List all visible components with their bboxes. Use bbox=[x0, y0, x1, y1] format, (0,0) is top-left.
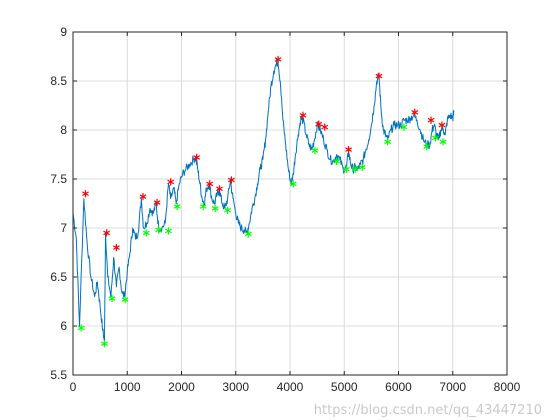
peak-markers bbox=[82, 55, 446, 252]
y-tick-label: 8 bbox=[60, 123, 67, 137]
peak-marker bbox=[82, 190, 89, 198]
trough-marker bbox=[108, 294, 116, 303]
trough-markers bbox=[77, 123, 447, 348]
x-tick-label: 1000 bbox=[114, 380, 141, 394]
trough-marker bbox=[77, 324, 85, 332]
peak-marker bbox=[153, 198, 161, 207]
peak-marker bbox=[345, 146, 353, 154]
series-line bbox=[72, 58, 455, 342]
trough-marker bbox=[199, 202, 207, 211]
trough-marker bbox=[431, 134, 439, 142]
trough-marker bbox=[289, 180, 297, 188]
trough-marker bbox=[121, 295, 129, 304]
y-tick-label: 7 bbox=[60, 221, 67, 235]
trough-marker bbox=[311, 146, 319, 155]
trough-marker bbox=[173, 202, 181, 211]
trough-marker bbox=[155, 226, 163, 234]
peak-marker bbox=[206, 180, 214, 188]
trough-marker bbox=[101, 340, 108, 348]
x-tick-label: 8000 bbox=[494, 380, 521, 394]
trough-marker bbox=[400, 123, 408, 131]
series-line-group bbox=[72, 58, 455, 342]
trough-marker bbox=[384, 138, 392, 146]
y-tick-label: 6.5 bbox=[50, 270, 67, 284]
trough-marker bbox=[351, 165, 359, 173]
peak-marker bbox=[274, 55, 282, 64]
peak-marker bbox=[299, 111, 307, 119]
peak-marker bbox=[375, 72, 383, 80]
y-tick-label: 9 bbox=[60, 25, 67, 39]
x-tick-label: 4000 bbox=[277, 380, 304, 394]
peak-marker bbox=[167, 178, 175, 186]
watermark-text: https://blog.csdn.net/qq_43447210 bbox=[313, 403, 542, 418]
x-tick-label: 5000 bbox=[331, 380, 358, 394]
peak-marker bbox=[193, 153, 201, 162]
y-tick-label: 5.5 bbox=[50, 368, 67, 382]
x-tick-label: 0 bbox=[70, 380, 77, 394]
y-tick-label: 7.5 bbox=[50, 172, 67, 186]
y-axis: 5.5 6 6.5 7 7.5 8 8.5 9 bbox=[50, 25, 507, 382]
peak-marker bbox=[427, 116, 435, 124]
trough-marker bbox=[211, 204, 219, 212]
trough-marker bbox=[165, 227, 172, 235]
peak-marker bbox=[321, 123, 329, 131]
trough-marker bbox=[142, 229, 150, 237]
x-axis: 0 1000 2000 3000 4000 5000 6000 7000 8000 bbox=[70, 32, 521, 394]
trough-marker bbox=[423, 143, 431, 151]
trough-marker bbox=[333, 157, 341, 165]
trough-marker bbox=[244, 230, 252, 238]
x-tick-label: 3000 bbox=[222, 380, 249, 394]
peak-marker bbox=[216, 185, 223, 193]
peak-marker bbox=[227, 176, 235, 184]
x-tick-label: 6000 bbox=[385, 380, 412, 394]
x-tick-label: 2000 bbox=[168, 380, 195, 394]
trough-marker bbox=[439, 138, 447, 146]
peak-marker bbox=[315, 120, 323, 128]
trough-marker bbox=[224, 206, 232, 214]
peak-marker bbox=[139, 193, 147, 201]
peak-marker bbox=[112, 244, 120, 252]
peak-marker bbox=[411, 108, 419, 116]
trough-marker bbox=[342, 165, 350, 173]
trough-marker bbox=[358, 163, 366, 171]
peak-marker bbox=[438, 121, 446, 129]
y-tick-label: 8.5 bbox=[50, 74, 67, 88]
x-tick-label: 7000 bbox=[439, 380, 466, 394]
y-tick-label: 6 bbox=[60, 319, 67, 333]
peak-marker bbox=[103, 229, 111, 237]
